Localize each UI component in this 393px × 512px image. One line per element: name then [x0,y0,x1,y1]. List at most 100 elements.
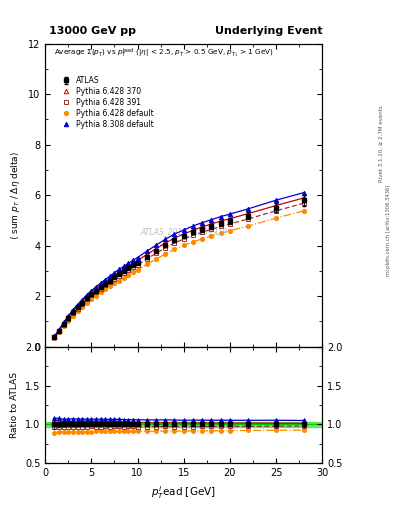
Pythia 8.308 default [154,242,158,248]
Pythia 8.308 default [103,276,108,283]
Y-axis label: $\langle$ sum $p_T$ / $\Delta\eta$ delta$\rangle$: $\langle$ sum $p_T$ / $\Delta\eta$ delta… [9,151,22,240]
Pythia 6.428 default [145,261,149,267]
Pythia 6.428 default [112,280,117,286]
Pythia 6.428 default [182,242,186,248]
Pythia 6.428 370 [61,320,66,326]
Pythia 6.428 391 [172,240,177,246]
Pythia 8.308 default [52,333,57,339]
Pythia 6.428 370 [246,210,251,217]
Pythia 8.308 default [98,280,103,286]
Pythia 6.428 default [191,239,195,245]
Pythia 8.308 default [61,319,66,326]
Pythia 6.428 370 [117,269,121,275]
Pythia 6.428 391 [200,229,205,236]
Pythia 6.428 370 [130,260,135,266]
Pythia 8.308 default [191,223,195,229]
Pythia 6.428 370 [191,227,195,233]
Pythia 8.308 default [130,257,135,263]
Pythia 6.428 391 [61,322,66,328]
Pythia 6.428 default [89,296,94,302]
X-axis label: $p_T^l$ead [GeV]: $p_T^l$ead [GeV] [151,484,216,501]
Pythia 6.428 391 [66,316,71,322]
Pythia 8.308 default [71,307,75,313]
Pythia 6.428 370 [108,275,112,282]
Pythia 6.428 370 [135,258,140,264]
Pythia 6.428 default [200,236,205,242]
Pythia 6.428 default [172,246,177,252]
Pythia 8.308 default [66,313,71,319]
Pythia 6.428 370 [163,240,167,246]
Pythia 6.428 370 [209,221,214,227]
Pythia 6.428 default [117,278,121,284]
Pythia 6.428 391 [126,267,131,273]
Pythia 6.428 391 [117,273,121,279]
Pythia 8.308 default [200,220,205,226]
Text: Rivet 3.1.10, ≥ 2.7M events: Rivet 3.1.10, ≥ 2.7M events [379,105,384,182]
Pythia 6.428 391 [71,310,75,316]
Pythia 6.428 370 [103,279,108,285]
Pythia 8.308 default [182,227,186,233]
Pythia 8.308 default [228,211,232,217]
Pythia 6.428 370 [89,289,94,295]
Pythia 6.428 370 [172,235,177,241]
Pythia 6.428 391 [80,301,84,307]
Pythia 6.428 391 [94,289,98,295]
Pythia 6.428 default [84,300,89,306]
Pythia 6.428 370 [66,314,71,320]
Pythia 6.428 370 [126,263,131,269]
Pythia 8.308 default [219,214,223,220]
Pythia 6.428 default [108,283,112,289]
Pythia 6.428 default [98,289,103,295]
Pythia 6.428 default [228,228,232,234]
Pythia 8.308 default [75,302,80,308]
Pythia 6.428 370 [301,195,306,201]
Pythia 8.308 default [172,231,177,237]
Pythia 6.428 391 [163,245,167,251]
Pythia 6.428 370 [182,231,186,237]
Pythia 6.428 default [126,272,131,278]
Pythia 6.428 391 [246,216,251,222]
Line: Pythia 6.428 370: Pythia 6.428 370 [52,196,306,339]
Pythia 6.428 370 [228,216,232,222]
Pythia 8.308 default [108,273,112,280]
Pythia 6.428 default [121,274,126,281]
Line: Pythia 6.428 default: Pythia 6.428 default [52,209,306,340]
Pythia 6.428 370 [274,202,278,208]
Pythia 6.428 default [75,308,80,314]
Pythia 6.428 default [52,335,57,341]
Pythia 6.428 370 [52,333,57,339]
Bar [45,422,322,427]
Pythia 6.428 370 [200,224,205,230]
Pythia 8.308 default [80,296,84,303]
Pythia 8.308 default [121,263,126,269]
Pythia 8.308 default [57,327,61,333]
Pythia 6.428 default [301,208,306,214]
Pythia 6.428 391 [103,282,108,288]
Pythia 6.428 370 [112,272,117,279]
Text: Average $\Sigma(p_T)$ vs $p_T^{\rm lead}$ ($|\eta|$ < 2.5, $p_T$ > 0.5 GeV, $p_{: Average $\Sigma(p_T)$ vs $p_T^{\rm lead}… [53,47,274,60]
Pythia 6.428 391 [182,236,186,242]
Pythia 8.308 default [145,248,149,254]
Pythia 6.428 370 [80,298,84,304]
Pythia 6.428 391 [89,292,94,298]
Pythia 6.428 default [57,329,61,335]
Pythia 6.428 391 [154,250,158,257]
Pythia 6.428 default [209,233,214,239]
Legend: ATLAS, Pythia 6.428 370, Pythia 6.428 391, Pythia 6.428 default, Pythia 8.308 de: ATLAS, Pythia 6.428 370, Pythia 6.428 39… [57,75,156,131]
Pythia 6.428 370 [154,246,158,252]
Pythia 8.308 default [163,236,167,242]
Pythia 8.308 default [117,266,121,272]
Line: Pythia 6.428 391: Pythia 6.428 391 [52,201,306,339]
Pythia 6.428 default [274,215,278,221]
Pythia 6.428 default [163,251,167,257]
Line: Pythia 8.308 default: Pythia 8.308 default [52,190,306,338]
Pythia 8.308 default [209,217,214,223]
Pythia 6.428 391 [121,270,126,276]
Pythia 6.428 370 [219,218,223,224]
Pythia 6.428 default [246,223,251,229]
Pythia 6.428 default [135,267,140,273]
Pythia 6.428 370 [71,308,75,314]
Pythia 8.308 default [135,254,140,261]
Pythia 6.428 default [219,230,223,237]
Pythia 8.308 default [246,206,251,212]
